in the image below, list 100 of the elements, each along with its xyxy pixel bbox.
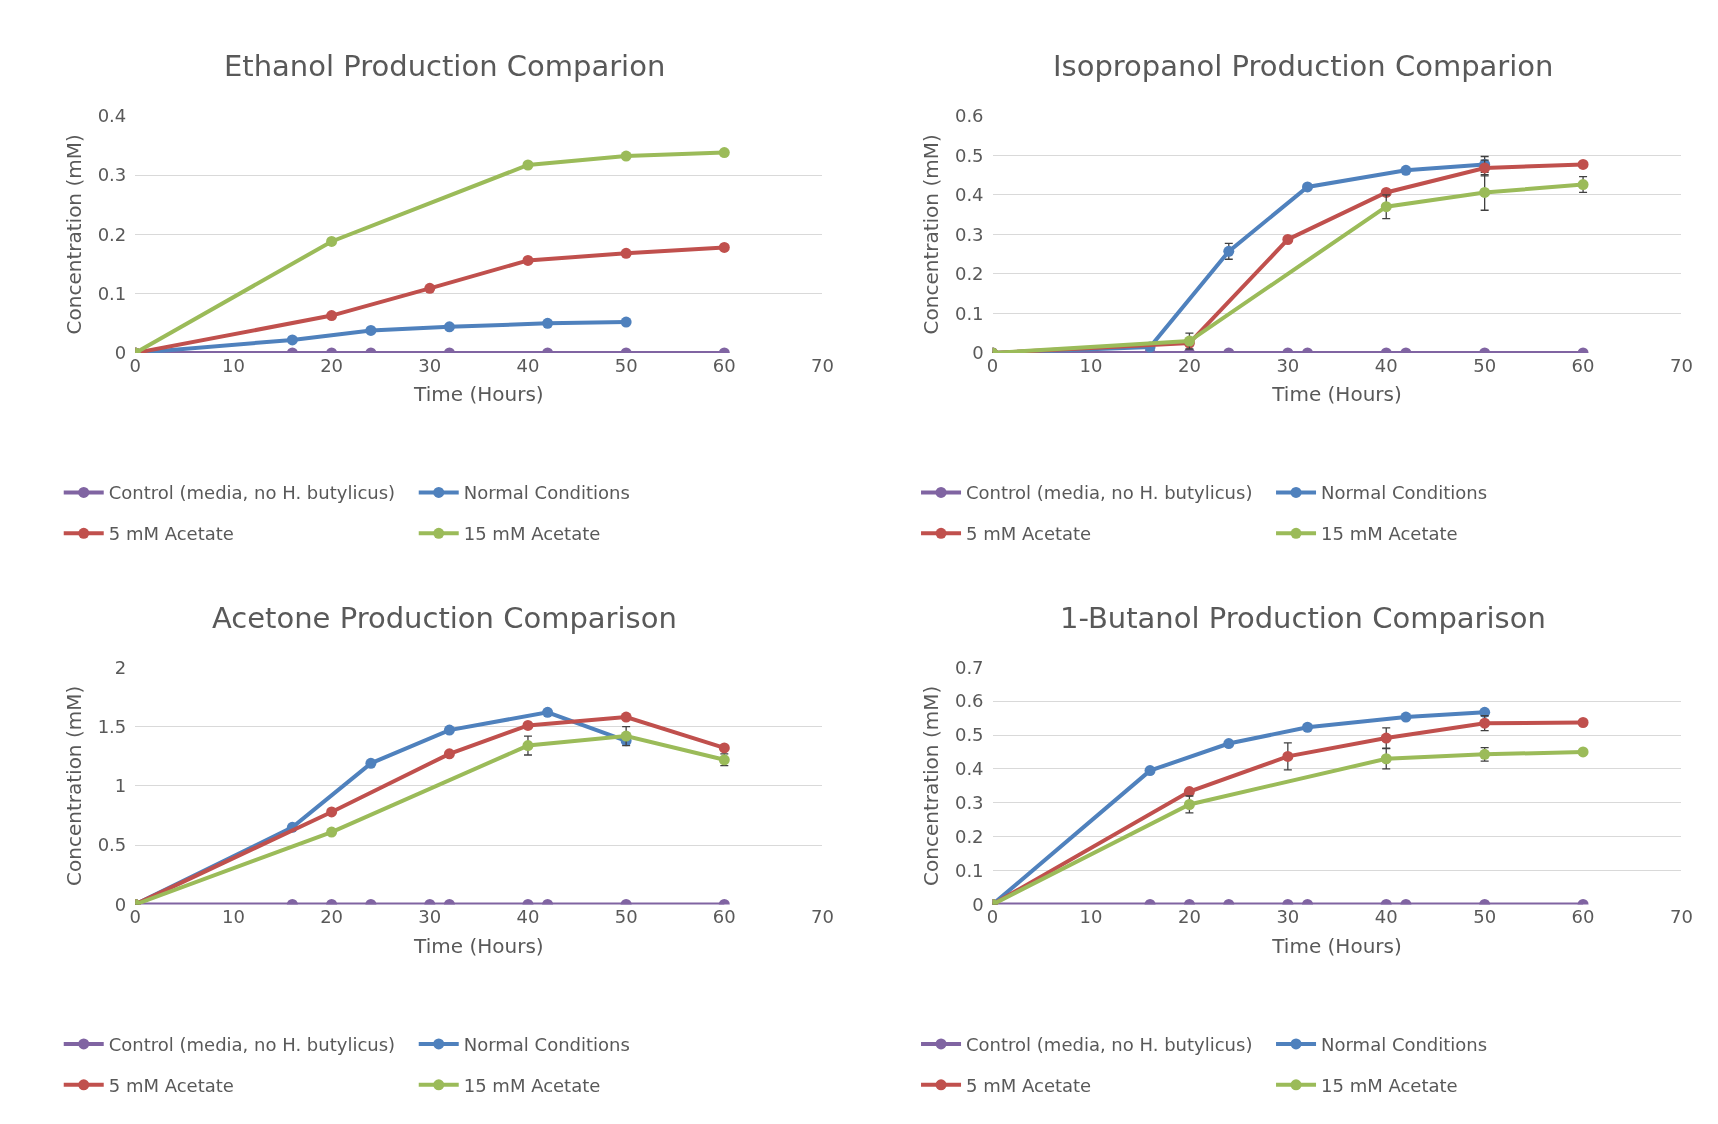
legend-label: 15 mM Acetate	[463, 1074, 601, 1096]
point	[326, 235, 338, 247]
point	[1400, 711, 1412, 723]
x-tick-label: 40	[1374, 906, 1398, 928]
x-tick-label: 20	[1177, 906, 1201, 928]
point	[1479, 186, 1491, 198]
point	[542, 317, 554, 329]
legend-label: 15 mM Acetate	[1321, 523, 1458, 545]
point	[1380, 753, 1392, 765]
x-tick-label: 60	[1571, 906, 1595, 928]
point	[1400, 164, 1412, 176]
point	[1577, 746, 1589, 758]
x-tick-label: 50	[614, 354, 638, 376]
x-tick-label: 70	[811, 354, 834, 376]
x-tick-label: 10	[221, 906, 245, 928]
x-axis-title: Time (Hours)	[1271, 382, 1402, 407]
x-axis-title: Time (Hours)	[1271, 933, 1402, 958]
legend-label: Control (media, no H. butylicus)	[966, 1033, 1253, 1055]
x-tick-label: 50	[1473, 906, 1497, 928]
x-tick-label: 20	[320, 906, 344, 928]
legend-label: Normal Conditions	[463, 1033, 630, 1055]
x-tick-label: 10	[1079, 906, 1103, 928]
y-tick-label: 0.2	[97, 223, 127, 245]
y-tick-label: 1.5	[97, 715, 127, 737]
point	[424, 282, 436, 294]
chart-title: Ethanol Production Comparion	[224, 49, 666, 83]
point	[620, 730, 632, 742]
point	[1380, 201, 1392, 213]
point	[718, 742, 730, 754]
y-tick-label: 0.5	[97, 834, 127, 856]
x-tick-label: 30	[418, 906, 442, 928]
x-tick-label: 60	[712, 354, 736, 376]
x-axis-title: Time (Hours)	[413, 382, 544, 407]
legend-label: Normal Conditions	[463, 482, 630, 504]
y-axis-title: Concentration (mM)	[62, 134, 87, 335]
x-tick-label: 50	[614, 906, 638, 928]
y-tick-label: 1	[114, 775, 127, 797]
point	[1282, 234, 1294, 245]
point	[1223, 738, 1235, 750]
legend-label: 15 mM Acetate	[463, 523, 601, 545]
x-tick-label: 0	[129, 906, 141, 928]
legend-label: 15 mM Acetate	[1321, 1074, 1458, 1096]
point	[1144, 765, 1156, 777]
y-axis-title: Concentration (mM)	[919, 685, 944, 886]
y-tick-label: 0.3	[954, 223, 984, 245]
legend-label: 5 mM Acetate	[966, 1074, 1092, 1096]
y-tick-label: 0.3	[954, 792, 984, 814]
y-tick-label: 0.6	[954, 690, 984, 712]
y-axis-title: Concentration (mM)	[62, 685, 87, 886]
y-tick-label: 0.2	[954, 263, 984, 285]
point	[522, 740, 534, 752]
y-tick-label: 0.3	[97, 164, 127, 186]
chart-title: 1-Butanol Production Comparison	[1060, 601, 1546, 635]
legend-label: 5 mM Acetate	[108, 1074, 234, 1096]
x-tick-label: 0	[986, 906, 999, 928]
point	[522, 159, 534, 171]
legend-label: 5 mM Acetate	[108, 523, 234, 545]
point	[1577, 717, 1589, 728]
x-tick-label: 30	[1276, 906, 1300, 928]
point	[542, 706, 554, 718]
point	[1282, 750, 1294, 762]
y-tick-label: 0.4	[97, 105, 127, 127]
chart-title: Isopropanol Production Comparion	[1053, 49, 1554, 83]
y-tick-label: 0.6	[954, 105, 984, 127]
x-tick-label: 10	[1079, 354, 1103, 376]
point	[326, 806, 338, 818]
x-tick-label: 70	[1670, 906, 1693, 928]
y-tick-label: 0.1	[954, 302, 984, 324]
x-tick-label: 10	[221, 354, 245, 376]
x-tick-label: 30	[1276, 354, 1300, 376]
y-tick-label: 0.7	[954, 656, 984, 678]
legend-label: 5 mM Acetate	[966, 523, 1092, 545]
x-tick-label: 60	[1571, 354, 1595, 376]
point	[522, 719, 534, 731]
legend-label: Normal Conditions	[1321, 482, 1488, 504]
x-tick-label: 0	[986, 354, 999, 376]
point	[620, 150, 632, 162]
point	[1302, 721, 1314, 733]
point	[718, 147, 730, 159]
legend-label: Normal Conditions	[1321, 1033, 1488, 1055]
point	[1302, 181, 1314, 193]
y-tick-label: 0.1	[954, 859, 984, 881]
x-tick-label: 0	[129, 354, 141, 376]
y-tick-label: 0.1	[97, 282, 127, 304]
x-tick-label: 60	[712, 906, 736, 928]
point	[1380, 732, 1392, 744]
y-tick-label: 2	[114, 656, 127, 678]
x-tick-label: 70	[1670, 354, 1693, 376]
chart-title: Acetone Production Comparison	[212, 601, 677, 635]
point	[620, 247, 632, 259]
y-axis-title: Concentration (mM)	[919, 134, 944, 335]
point	[326, 826, 338, 838]
y-tick-label: 0.4	[954, 184, 984, 206]
x-tick-label: 40	[516, 906, 540, 928]
point	[1577, 158, 1589, 170]
point	[522, 254, 534, 266]
point	[718, 241, 730, 253]
y-tick-label: 0.5	[954, 724, 984, 746]
y-tick-label: 0.5	[954, 144, 984, 166]
point	[620, 711, 632, 723]
